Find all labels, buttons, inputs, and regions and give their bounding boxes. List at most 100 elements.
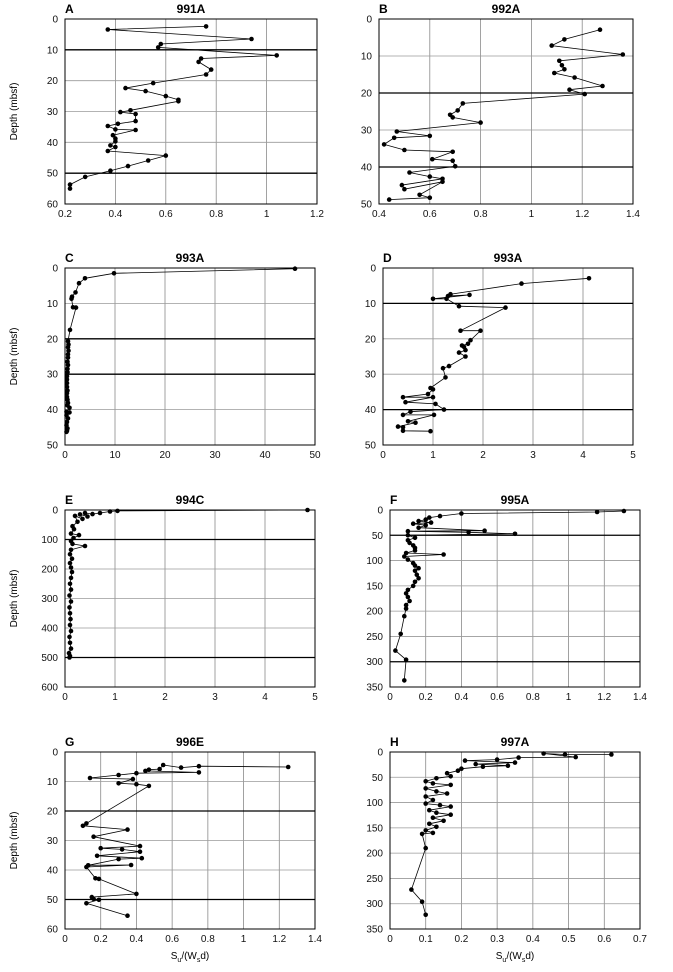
x-axis-label: Su/(Wsd) [496,951,535,964]
data-point [416,576,421,581]
x-tick-label: 1 [112,692,118,703]
data-point [71,526,77,532]
data-point [448,774,454,779]
data-point [137,849,143,854]
data-point [405,557,411,562]
data-point [413,420,418,426]
x-tick-label: 1 [430,450,436,461]
y-tick-label: 300 [41,594,58,605]
panel-f: 0 0.2 0.4 0.6 0.8 1 1.2 1.4 0 50 100 150 200 250 300 35… [366,493,647,703]
x-tick-label: 0 [387,692,393,703]
data-point [67,634,72,640]
data-point [249,36,254,42]
y-tick-label: 0 [370,264,376,275]
data-point [403,399,408,405]
x-tick-label: 2 [480,450,486,461]
data-point [115,121,121,127]
x-tick-label: 4 [262,692,268,703]
data-point [67,552,73,557]
x-tick-label: 2 [162,692,168,703]
y-tick-label: 40 [47,866,59,877]
data-point [444,770,450,776]
chart-title: 997A [501,735,530,749]
data-point [386,197,392,202]
panel-letter: E [65,493,73,507]
data-point [400,412,406,418]
x-tick-label: 5 [630,450,636,461]
y-tick-label: 150 [366,823,383,834]
series-line [68,509,308,658]
data-point [67,622,73,628]
x-tick-label: 0 [62,692,68,703]
y-tick-label: 0 [377,748,383,759]
data-point [416,565,421,571]
y-tick-label: 400 [41,624,58,635]
data-point [145,158,151,163]
y-tick-label: 40 [365,405,377,416]
data-point [113,139,118,144]
data-point [381,142,387,147]
data-point [402,186,407,192]
panel-letter: F [390,493,397,507]
data-point [427,195,433,200]
data-point [84,821,89,826]
data-point [482,528,487,533]
y-tick-label: 20 [47,76,59,87]
data-point [405,419,411,424]
data-point [69,556,75,561]
data-point [427,174,433,179]
data-point [403,591,409,596]
data-point [67,186,73,191]
data-point [541,751,546,756]
y-tick-label: 30 [47,107,59,118]
data-point [557,58,562,64]
data-point [459,766,464,771]
data-point [91,834,96,839]
data-point [400,425,406,430]
data-point [549,43,554,48]
data-point [455,108,461,113]
x-tick-label: 0 [62,450,68,461]
series-line [394,510,624,681]
data-point [82,174,88,180]
data-point [463,347,468,353]
data-point [115,508,120,514]
data-point [116,781,121,786]
plot-frame [64,509,316,688]
data-point [64,391,70,396]
data-point [155,45,161,50]
data-point [494,757,500,762]
x-tick-label: 0.4 [454,692,468,703]
data-point [427,133,433,139]
y-tick-label: 0 [52,15,58,26]
data-point [440,365,446,371]
data-point [75,519,80,525]
data-point [416,518,421,524]
series-line [410,753,612,915]
data-point [466,530,471,535]
data-point [146,783,152,789]
data-point [403,657,409,662]
data-point [67,410,72,415]
data-point [412,579,418,585]
y-tick-label: 60 [47,925,59,936]
y-tick-label: 40 [47,405,59,416]
data-point [208,67,214,72]
x-tick-label: 0.2 [454,934,468,945]
data-point [552,70,557,76]
data-point [68,628,74,634]
data-point [427,821,432,827]
data-point [562,67,567,72]
y-tick-label: 0 [366,15,372,26]
y-tick-label: 60 [47,200,59,211]
x-tick-label: 0.6 [490,692,504,703]
data-point [113,127,118,132]
x-tick-label: 0.2 [419,692,433,703]
data-point [203,72,209,77]
data-point [403,602,409,608]
y-tick-label: 250 [366,874,383,885]
x-tick-label: 0.8 [201,934,215,945]
y-tick-label: 100 [366,556,383,567]
data-point [414,572,420,577]
